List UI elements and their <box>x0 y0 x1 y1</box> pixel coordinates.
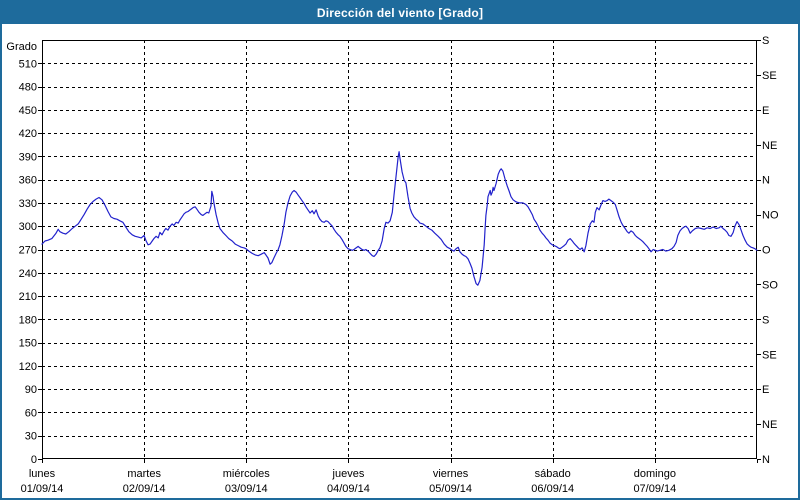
y-axis-tick-label: 90 <box>25 384 37 396</box>
y-axis-tick-label: 240 <box>19 268 37 280</box>
day-label: martes <box>127 468 161 480</box>
wind-direction-line <box>41 151 758 286</box>
y-axis-tick-label: 330 <box>19 198 37 210</box>
day-label: sábado <box>535 468 571 480</box>
chart-area: 510 480 450 420 390 360 330 300 270 240 210 180 150 1… <box>2 24 798 498</box>
y-axis-tick-label: 180 <box>19 314 37 326</box>
y-axis-tick-label: 510 <box>19 58 37 70</box>
day-label: miércoles <box>223 468 271 480</box>
compass-label: E <box>762 105 769 117</box>
compass-label: N <box>762 175 770 187</box>
wind-direction-chart-svg: 5104804504203903603303002702402101801501… <box>6 35 779 495</box>
date-label: 02/09/14 <box>123 483 166 495</box>
y-axis-tick-label: 420 <box>19 128 37 140</box>
date-label: 06/09/14 <box>531 483 574 495</box>
y-axis-tick-label: 120 <box>19 361 37 373</box>
compass-label: SE <box>762 349 777 361</box>
date-label: 03/09/14 <box>225 483 268 495</box>
date-label: 05/09/14 <box>429 483 472 495</box>
compass-label: SE <box>762 70 777 82</box>
y-axis-tick-label: 300 <box>19 221 37 233</box>
date-label: 01/09/14 <box>21 483 64 495</box>
date-label: 04/09/14 <box>327 483 370 495</box>
y-axis-tick-label: 60 <box>25 407 37 419</box>
day-label: domingo <box>634 468 676 480</box>
y-axis-tick-label: 360 <box>19 175 37 187</box>
compass-label: NE <box>762 140 777 152</box>
y-axis-tick-label: 210 <box>19 291 37 303</box>
y-axis-tick-label: 0 <box>31 454 37 466</box>
y-axis-tick-label: 390 <box>19 151 37 163</box>
compass-label: E <box>762 384 769 396</box>
compass-label: NO <box>762 210 779 222</box>
y-axis-tick-label: 150 <box>19 338 37 350</box>
y-axis-tick-label: 30 <box>25 431 37 443</box>
y-axis-tick-label: 480 <box>19 82 37 94</box>
compass-label: S <box>762 314 769 326</box>
y-axis-tick-label: 450 <box>19 105 37 117</box>
compass-label: O <box>762 245 771 257</box>
compass-label: S <box>762 35 769 47</box>
day-label: jueves <box>332 468 365 480</box>
page-title: Dirección del viento [Grado] <box>316 6 484 20</box>
day-label: viernes <box>433 468 469 480</box>
y-axis-tick-label: 270 <box>19 245 37 257</box>
y-axis-title: Grado <box>6 41 37 53</box>
compass-label: N <box>762 454 770 466</box>
compass-label: SO <box>762 279 778 291</box>
compass-label: NE <box>762 419 777 431</box>
date-label: 07/09/14 <box>633 483 676 495</box>
day-label: lunes <box>29 468 56 480</box>
title-bar: Dirección del viento [Grado] <box>2 2 798 24</box>
